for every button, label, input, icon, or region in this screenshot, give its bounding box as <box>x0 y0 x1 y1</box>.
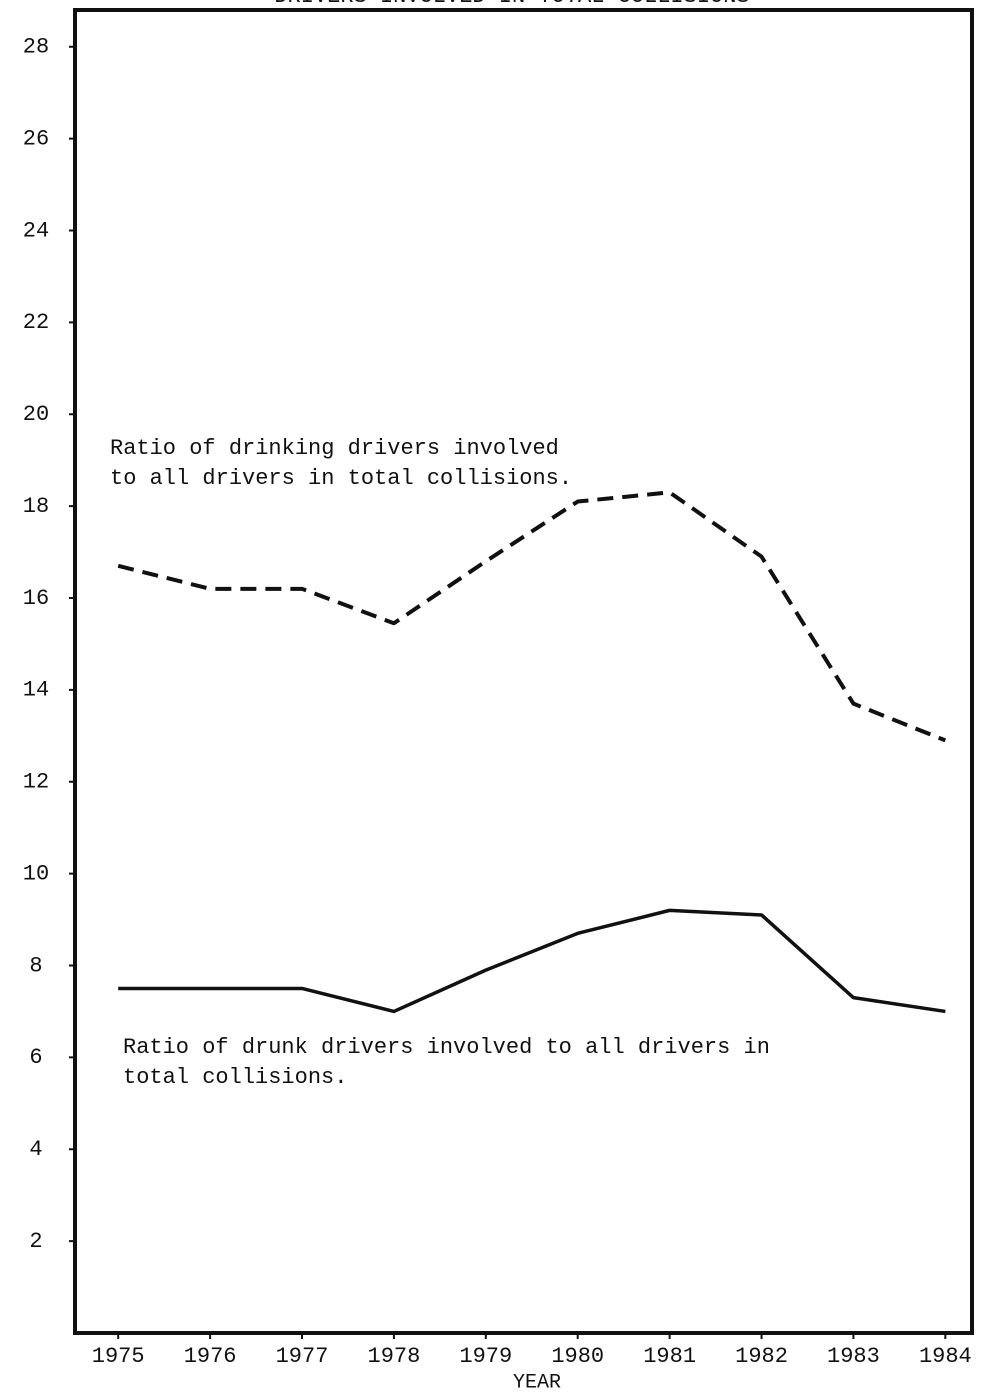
x-tick-label: 1977 <box>276 1344 329 1369</box>
y-tick-label: 4 <box>29 1137 42 1162</box>
annotation: total collisions. <box>123 1065 347 1090</box>
plot-frame <box>73 8 974 1335</box>
y-tick-label: 12 <box>23 770 49 795</box>
y-tick-label: 24 <box>23 218 49 243</box>
y-tick-label: 16 <box>23 586 49 611</box>
x-tick-label: 1976 <box>184 1344 237 1369</box>
x-tick-label: 1975 <box>92 1344 145 1369</box>
y-tick-label: 22 <box>23 310 49 335</box>
x-axis-label: YEAR <box>513 1371 561 1394</box>
annotation: Ratio of drinking drivers involved <box>110 436 559 461</box>
y-tick-label: 26 <box>23 126 49 151</box>
data-line <box>117 490 947 743</box>
x-tick-label: 1981 <box>643 1344 696 1369</box>
x-tick-label: 1983 <box>827 1344 880 1369</box>
y-tick-label: 8 <box>29 953 42 978</box>
x-tick-label: 1980 <box>551 1344 604 1369</box>
x-tick-label: 1979 <box>459 1344 512 1369</box>
annotation: Ratio of drunk drivers involved to all d… <box>123 1035 770 1060</box>
y-tick-label: 14 <box>23 678 49 703</box>
annotation: to all drivers in total collisions. <box>110 466 572 491</box>
x-tick-label: 1984 <box>919 1344 972 1369</box>
y-tick-label: 2 <box>29 1229 42 1254</box>
x-tick-label: 1982 <box>735 1344 788 1369</box>
y-tick-label: 20 <box>23 402 49 427</box>
y-tick-label: 10 <box>23 861 49 886</box>
chart-title: DRIVERS INVOLVED IN TOTAL COLLISIONS <box>274 0 749 9</box>
y-tick-label: 28 <box>23 35 49 60</box>
x-tick-label: 1978 <box>368 1344 421 1369</box>
y-tick-label: 6 <box>29 1045 42 1070</box>
data-line <box>118 908 946 1014</box>
y-tick-label: 18 <box>23 494 49 519</box>
